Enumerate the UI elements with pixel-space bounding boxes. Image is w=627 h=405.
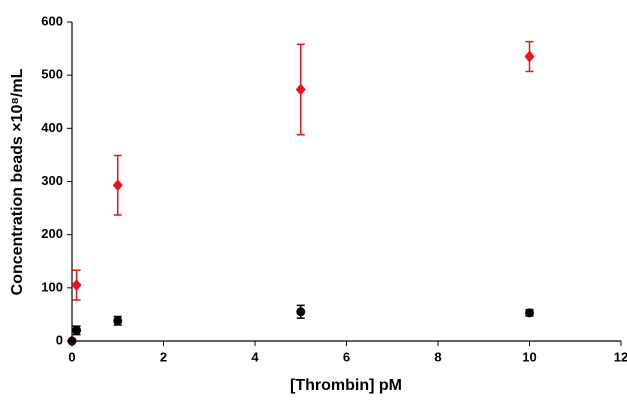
point (113, 316, 123, 326)
x-tick-label: 4 (251, 349, 259, 364)
x-tick-label: 12 (614, 349, 627, 364)
x-tick-label: 6 (343, 349, 350, 364)
y-tick-label: 400 (41, 120, 63, 135)
x-tick-label: 10 (522, 349, 536, 364)
y-tick-label: 500 (41, 67, 63, 82)
y-tick-label: 600 (41, 13, 63, 28)
y-tick-label: 0 (56, 332, 63, 347)
point (525, 308, 534, 318)
y-axis-title: Concentration beads ×10⁸/mL (9, 68, 26, 295)
point (67, 336, 77, 346)
y-tick-label: 100 (41, 279, 63, 294)
point (524, 50, 535, 63)
point (296, 307, 306, 317)
x-tick-label: 8 (434, 349, 441, 364)
y-tick-label: 200 (41, 226, 63, 241)
x-axis-title: [Thrombin] pM (290, 377, 402, 394)
point (295, 83, 306, 96)
point (71, 279, 82, 292)
x-tick-label: 0 (68, 349, 75, 364)
y-tick-label: 300 (41, 173, 63, 188)
point (72, 325, 82, 335)
point (112, 179, 123, 192)
x-tick-label: 2 (160, 349, 167, 364)
